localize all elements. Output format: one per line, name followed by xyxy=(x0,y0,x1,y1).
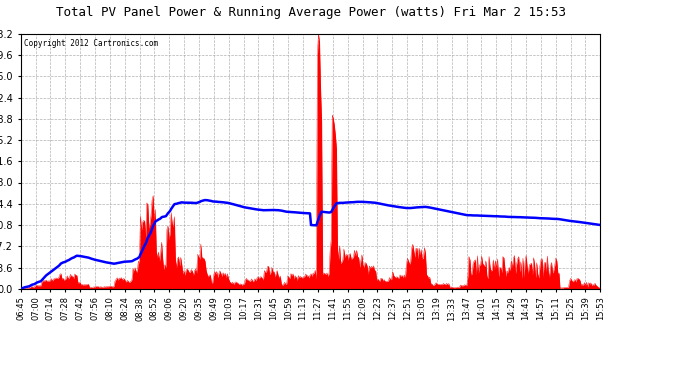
Text: Copyright 2012 Cartronics.com: Copyright 2012 Cartronics.com xyxy=(23,39,158,48)
Text: Total PV Panel Power & Running Average Power (watts) Fri Mar 2 15:53: Total PV Panel Power & Running Average P… xyxy=(55,6,566,19)
